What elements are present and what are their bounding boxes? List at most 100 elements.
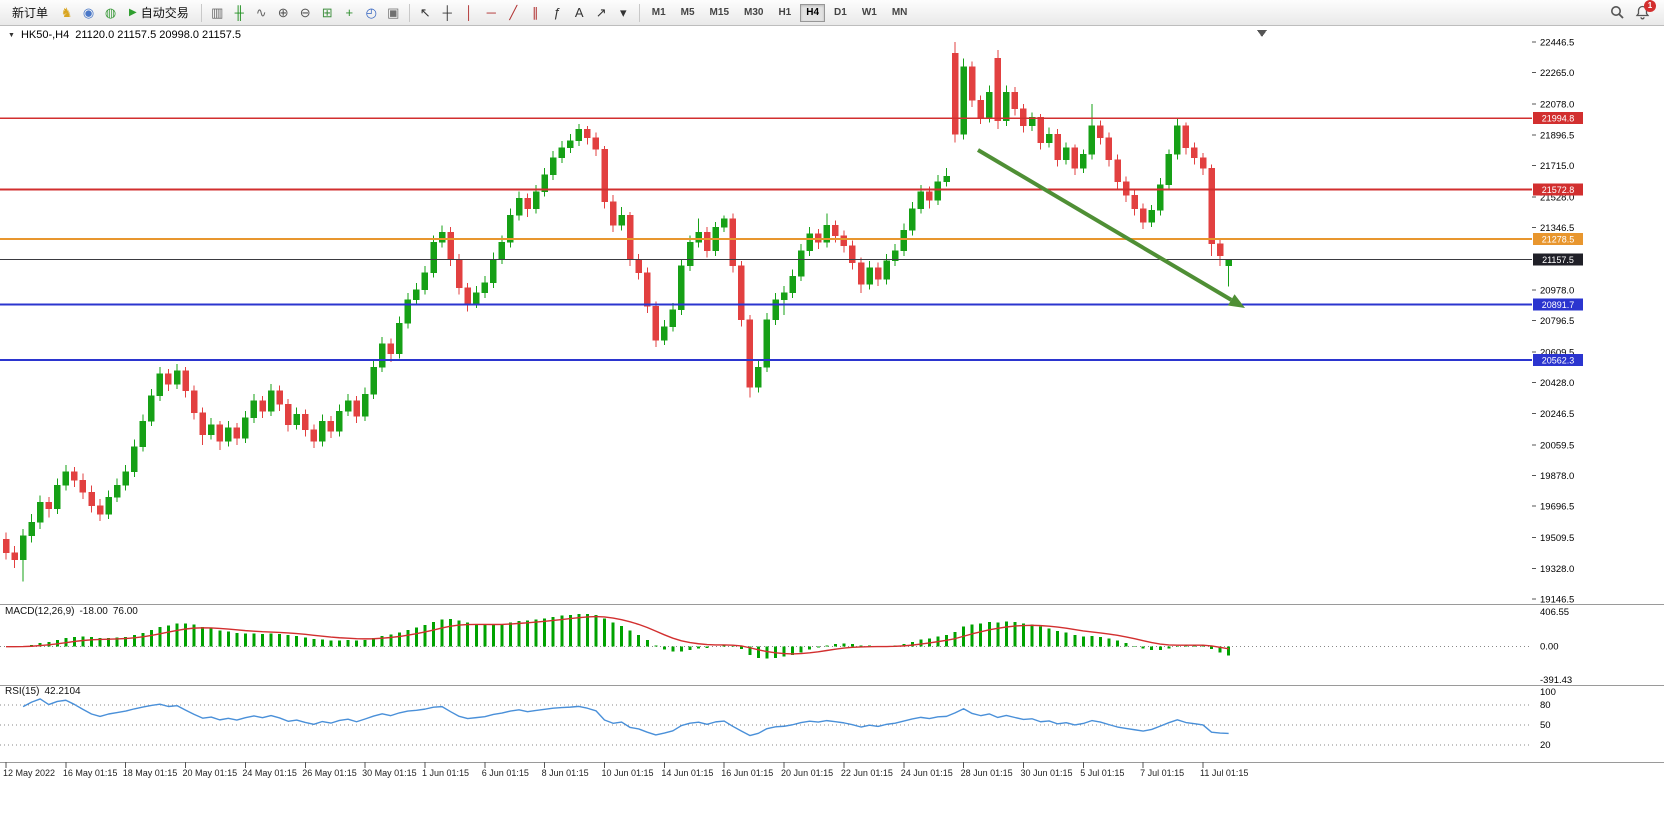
webterminal-icon[interactable]: ◍ <box>100 2 121 23</box>
candle <box>1071 144 1078 175</box>
timeframe-d1[interactable]: D1 <box>828 4 853 22</box>
bar-chart-icon[interactable]: ▥ <box>207 2 228 23</box>
notification-badge: 1 <box>1644 0 1656 12</box>
candle <box>113 478 121 503</box>
candle <box>165 368 172 391</box>
chart-title: ▼ HK50-,H4 21120.0 21157.5 20998.0 21157… <box>8 29 241 41</box>
price-tick-label: 20609.5 <box>1540 348 1574 359</box>
candle <box>575 124 583 147</box>
candle <box>968 61 976 108</box>
candle <box>156 367 164 401</box>
timeframe-m30[interactable]: M30 <box>738 4 769 22</box>
profiles-icon[interactable]: ◴ <box>361 2 382 23</box>
candle <box>2 532 10 560</box>
trendline-icon[interactable]: ╱ <box>503 2 524 23</box>
time-axis-label: 30 May 01:15 <box>362 768 417 778</box>
rsi-axis-label: 100 <box>1540 687 1556 698</box>
vertical-line-icon[interactable]: │ <box>459 2 480 23</box>
price-tick-label: 21715.0 <box>1540 161 1574 172</box>
zoom-in-icon[interactable]: ⊕ <box>273 2 294 23</box>
candle <box>772 292 779 325</box>
candle <box>1037 113 1044 150</box>
cursor-icon[interactable]: ↖ <box>415 2 436 23</box>
time-axis-label: 24 May 01:15 <box>242 768 297 778</box>
candle <box>840 230 848 253</box>
line-chart-icon[interactable]: ∿ <box>251 2 272 23</box>
candle <box>71 466 78 488</box>
price-badge: 21572.8 <box>1533 183 1583 196</box>
timeframe-w1[interactable]: W1 <box>856 4 883 22</box>
timeframe-m1[interactable]: M1 <box>646 4 672 22</box>
screenshot-icon[interactable]: ▣ <box>383 2 404 23</box>
candle <box>396 316 403 359</box>
rsi-axis-label: 20 <box>1540 740 1551 751</box>
candle <box>1105 132 1113 167</box>
timeframe-h4[interactable]: H4 <box>800 3 826 22</box>
candle <box>977 95 984 125</box>
candle <box>190 385 198 420</box>
candle <box>857 257 865 293</box>
price-axis: 22446.5 22265.0 22078.0 21896.5 21715.0 21528… <box>1532 38 1583 751</box>
candle <box>678 259 685 315</box>
candle <box>267 384 275 417</box>
candle <box>353 395 360 423</box>
tile-windows-icon[interactable]: ⊞ <box>317 2 338 23</box>
candle <box>592 132 600 157</box>
candle <box>763 313 771 373</box>
candle <box>549 151 557 180</box>
horizontal-line-icon[interactable]: ─ <box>481 2 502 23</box>
time-axis-label: 12 May 2022 <box>3 768 55 778</box>
chart-shift-marker[interactable] <box>1257 30 1267 37</box>
price-tick-label: 19696.5 <box>1540 502 1574 513</box>
profile-icon[interactable]: ◉ <box>78 2 99 23</box>
search-icon[interactable] <box>1607 2 1628 23</box>
notification-bell-icon[interactable]: 1 <box>1632 0 1656 23</box>
svg-text:21572.8: 21572.8 <box>1542 185 1575 195</box>
time-axis-label: 1 Jun 01:15 <box>422 768 469 778</box>
price-tick-label: 22265.0 <box>1540 68 1574 79</box>
text-icon[interactable]: A <box>569 2 590 23</box>
zoom-out-icon[interactable]: ⊖ <box>295 2 316 23</box>
candle <box>515 191 523 221</box>
account-icons-group: ♞ ◉ ◍ <box>56 2 121 23</box>
time-axis-label: 16 May 01:15 <box>63 768 118 778</box>
candle <box>1139 203 1147 229</box>
candle <box>242 411 249 444</box>
candle <box>1148 205 1155 228</box>
candle <box>45 497 52 518</box>
shapes-dropdown-icon[interactable]: ▾ <box>613 2 634 23</box>
candle <box>1054 129 1061 167</box>
timeframe-m5[interactable]: M5 <box>675 4 701 22</box>
autotrade-button[interactable]: ▶ 自动交易 <box>122 2 196 24</box>
new-order-button[interactable]: 新订单 <box>5 2 55 24</box>
candle <box>302 409 309 437</box>
candle <box>1182 122 1190 155</box>
candle <box>455 254 463 295</box>
channel-icon[interactable]: ∥ <box>525 2 546 23</box>
fibonacci-icon[interactable]: ƒ <box>547 2 568 23</box>
time-axis-label: 7 Jul 01:15 <box>1140 768 1184 778</box>
candle <box>19 529 27 582</box>
price-tick-label: 20978.0 <box>1540 285 1574 296</box>
crosshair-icon[interactable]: ┼ <box>437 2 458 23</box>
timeframe-m15[interactable]: M15 <box>704 4 735 22</box>
chart-collapse-toggle[interactable]: ▼ <box>8 31 15 39</box>
chart-canvas[interactable]: 22446.5 22265.0 22078.0 21896.5 21715.0 21528… <box>0 26 1664 835</box>
trend-arrow[interactable] <box>976 148 1245 308</box>
new-chart-icon[interactable]: + <box>339 2 360 23</box>
time-axis-label: 5 Jul 01:15 <box>1080 768 1124 778</box>
macd-axis-label: 406.55 <box>1540 607 1569 618</box>
candle <box>755 360 762 393</box>
candle <box>28 514 35 543</box>
candlestick-chart-icon[interactable]: ╫ <box>229 2 250 23</box>
arrow-tools-icon[interactable]: ↗ <box>591 2 612 23</box>
price-tick-label: 21528.0 <box>1540 193 1574 204</box>
timeframe-mn[interactable]: MN <box>886 4 914 22</box>
time-axis-label: 16 Jun 01:15 <box>721 768 773 778</box>
candle <box>1131 189 1138 216</box>
macd-indicator-name: MACD(12,26,9) <box>5 606 75 617</box>
time-axis-label: 26 May 01:15 <box>302 768 357 778</box>
community-icon[interactable]: ♞ <box>56 2 77 23</box>
timeframe-h1[interactable]: H1 <box>772 4 797 22</box>
candle <box>361 387 369 422</box>
